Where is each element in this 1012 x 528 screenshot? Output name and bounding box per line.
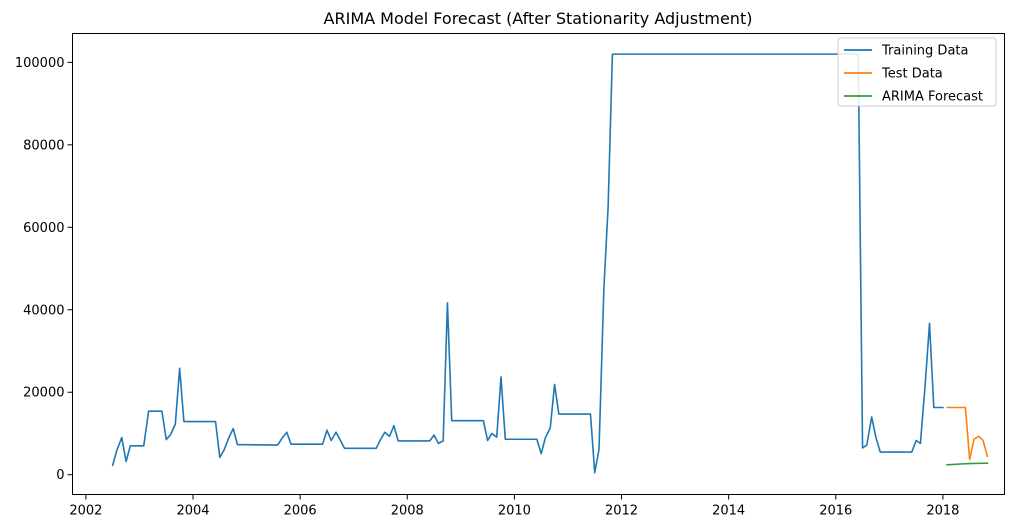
plot-area xyxy=(72,33,1005,495)
x-tick-label: 2012 xyxy=(605,504,638,519)
legend: Training Data Test Data ARIMA Forecast xyxy=(837,37,997,107)
legend-label: Training Data xyxy=(881,44,968,59)
training-data-line xyxy=(111,53,944,474)
y-tick-label: 20000 xyxy=(23,386,64,401)
x-axis: 2002 2004 2006 2008 2010 2012 2014 2016 2018 xyxy=(69,494,959,519)
y-tick-label: 60000 xyxy=(23,221,64,236)
y-axis: 0 20000 40000 60000 80000 100000 xyxy=(15,56,73,483)
y-tick-label: 80000 xyxy=(23,138,64,153)
y-tick-label: 100000 xyxy=(15,56,65,71)
x-tick-label: 2018 xyxy=(926,504,959,519)
test-data-line xyxy=(946,406,989,461)
chart-title: ARIMA Model Forecast (After Stationarity… xyxy=(324,9,753,28)
y-tick-label: 40000 xyxy=(23,303,64,318)
x-tick-label: 2016 xyxy=(819,504,852,519)
arima-forecast-line xyxy=(946,462,989,466)
x-tick-label: 2014 xyxy=(712,504,745,519)
legend-label: ARIMA Forecast xyxy=(882,90,983,105)
legend-label: Test Data xyxy=(881,67,943,82)
x-tick-label: 2006 xyxy=(284,504,317,519)
series-lines xyxy=(111,53,989,474)
x-tick-label: 2004 xyxy=(176,504,209,519)
x-tick-label: 2002 xyxy=(69,504,102,519)
x-tick-label: 2010 xyxy=(498,504,531,519)
legend-box xyxy=(837,37,997,107)
y-tick-label: 0 xyxy=(56,468,64,483)
x-tick-label: 2008 xyxy=(391,504,424,519)
